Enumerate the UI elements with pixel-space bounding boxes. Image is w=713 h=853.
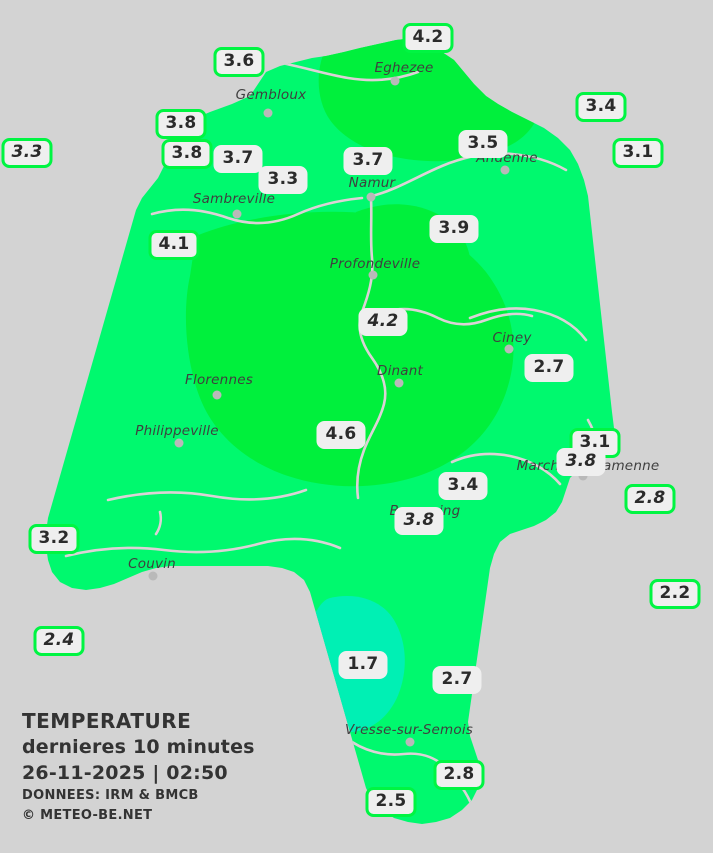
temperature-label: 3.1 [569,428,621,458]
temperature-label: 2.5 [365,787,417,817]
temperature-label: 2.7 [524,354,574,382]
city-dot [366,192,376,202]
city-dot [212,390,222,400]
city-label: Gembloux [235,87,307,103]
caption-copyright: © METEO-BE.NET [22,808,153,824]
city-dot [232,209,242,219]
city-label: Ciney [492,330,532,346]
temperature-label: 3.5 [458,130,508,158]
city-label: Namur [348,175,396,191]
temperature-label: 2.7 [432,666,482,694]
temperature-label: 3.8 [394,507,444,535]
temperature-label: 3.3 [258,166,308,194]
city-label: Dinant [376,363,424,379]
city-dot [578,471,588,481]
temperature-label: 3.8 [155,109,207,139]
temperature-label: 1.7 [338,651,388,679]
temperature-label: 3.4 [575,92,627,122]
city-label: Florennes [185,372,253,388]
city-label: Eghezee [374,60,434,76]
temperature-label: 4.6 [316,421,366,449]
city-label: Couvin [128,556,176,572]
temperature-label: 3.2 [28,524,80,554]
city-dot [368,270,378,280]
city-dot [390,76,400,86]
city-label: Vresse-sur-Semois [344,722,474,738]
city-label: Profondeville [329,256,421,272]
temperature-label: 4.2 [358,308,408,336]
temperature-label: 3.4 [438,472,488,500]
temperature-label: 3.1 [612,138,664,168]
temperature-label: 3.9 [429,215,479,243]
temperature-label: 3.8 [556,448,606,476]
city-label: Sambreville [192,191,276,207]
city-dot [500,165,510,175]
city-label: Philippeville [135,423,219,439]
temperature-label: 4.1 [148,230,200,260]
city-dot [263,108,273,118]
map-caption: TEMPERATURE dernieres 10 minutes 26-11-2… [22,708,255,826]
caption-title: TEMPERATURE [22,709,192,733]
temperature-label: 2.4 [33,626,85,656]
city-dot [174,438,184,448]
caption-subtitle: dernieres 10 minutes [22,735,255,758]
city-dot [148,571,158,581]
temperature-label: 3.7 [343,147,393,175]
city-dot [405,737,415,747]
temperature-label: 3.8 [161,139,213,169]
city-dot [504,344,514,354]
caption-source: DONNEES: IRM & BMCB [22,788,199,804]
temperature-label: 3.7 [213,145,263,173]
temperature-label: 3.6 [213,47,265,77]
temperature-label: 2.8 [624,484,676,514]
temperature-label: 4.2 [402,23,454,53]
temperature-label: 2.2 [649,579,701,609]
temperature-label: 3.3 [1,138,53,168]
city-dot [394,378,404,388]
temperature-label: 2.8 [433,760,485,790]
caption-datetime: 26-11-2025 | 02:50 [22,761,228,784]
